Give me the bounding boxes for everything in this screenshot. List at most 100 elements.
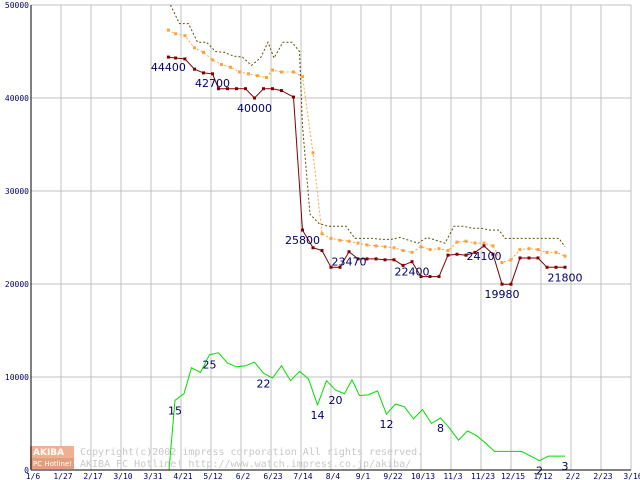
data-label: 23470 [332, 256, 367, 269]
copyright-text: Copyright(c)2002 impress corporation All… [80, 447, 423, 458]
data-point [265, 76, 268, 80]
data-point [292, 95, 295, 99]
data-point [464, 253, 468, 257]
data-point [183, 34, 187, 38]
data-point [455, 252, 459, 256]
x-tick-label: 9/22 [383, 472, 402, 480]
data-label: 22 [257, 377, 271, 390]
data-point [545, 250, 549, 254]
data-point [311, 151, 315, 155]
x-tick-label: 2/17 [83, 472, 102, 480]
url-text: AKIBA PC Hotline! http://www.watch.impre… [80, 459, 411, 470]
data-point [428, 275, 432, 279]
data-point [211, 58, 214, 62]
data-point [356, 257, 360, 261]
data-point [301, 228, 304, 232]
x-tick-label: 10/13 [411, 472, 435, 480]
series-line-1 [168, 29, 566, 264]
x-tick-label: 2/2 [566, 472, 581, 480]
data-point [410, 250, 414, 254]
data-point [482, 241, 486, 245]
data-point [383, 245, 387, 249]
data-point [211, 72, 214, 76]
data-point [374, 244, 378, 248]
data-point [271, 68, 274, 72]
chart-axes [30, 5, 631, 471]
series-layer [163, 4, 567, 471]
data-point [383, 258, 387, 262]
y-tick-label: 10000 [5, 373, 29, 382]
data-point [500, 261, 504, 265]
data-point [536, 248, 540, 252]
data-point [174, 32, 178, 36]
data-point [202, 50, 205, 54]
data-label: 21800 [548, 271, 583, 284]
data-point [536, 256, 540, 260]
data-label: 25 [203, 359, 217, 372]
data-point [329, 265, 333, 269]
data-point [320, 232, 324, 236]
x-tick-label: 12/15 [501, 472, 525, 480]
data-point [392, 258, 396, 262]
x-tick-label: 11/3 [443, 472, 462, 480]
x-tick-label: 3/31 [143, 472, 162, 480]
x-tick-label: 1/6 [26, 472, 41, 480]
x-tick-label: 5/12 [203, 472, 222, 480]
y-tick-label: 0 [24, 466, 29, 475]
data-point [280, 89, 283, 93]
data-point [527, 256, 531, 260]
data-point [455, 240, 459, 244]
data-point [563, 265, 567, 269]
x-tick-label: 6/2 [236, 472, 251, 480]
data-label: 2 [536, 465, 543, 478]
y-tick-label: 50000 [5, 1, 29, 10]
data-point [220, 63, 223, 67]
data-label: 12 [380, 418, 394, 431]
data-point [247, 72, 250, 76]
data-point [446, 253, 450, 257]
data-point [253, 96, 256, 100]
data-point [238, 70, 241, 74]
data-point [166, 55, 170, 59]
data-point [235, 87, 238, 91]
data-point [262, 87, 265, 91]
data-point [392, 246, 396, 250]
data-point [280, 70, 283, 74]
data-point [527, 247, 531, 251]
data-point [563, 254, 567, 258]
data-point [509, 282, 513, 286]
series-line-4 [163, 352, 565, 471]
series-line-2 [168, 56, 565, 285]
data-point [401, 263, 405, 267]
x-tick-label: 6/23 [263, 472, 282, 480]
x-tick-label: 7/14 [293, 472, 312, 480]
data-label: 40000 [237, 102, 272, 115]
data-point [202, 71, 205, 75]
data-point [292, 70, 295, 74]
x-tick-label: 2/23 [593, 472, 612, 480]
data-label: 3 [562, 460, 569, 473]
akiba-logo: AKIBA PC Hotline! [30, 446, 74, 469]
data-point [301, 75, 304, 79]
data-point [437, 275, 441, 279]
x-tick-label: 3/10 [113, 472, 132, 480]
x-tick-label: 8/4 [326, 472, 341, 480]
data-point [473, 241, 477, 245]
y-axis-ticks: 0 10000 20000 30000 40000 50000 [5, 1, 29, 475]
x-tick-label: 3/16 [623, 472, 640, 480]
data-point [174, 56, 178, 60]
data-point [491, 252, 495, 256]
data-point [183, 57, 187, 61]
data-point [437, 247, 441, 251]
data-point [193, 46, 196, 50]
data-label: 15 [168, 404, 182, 417]
data-point [365, 243, 369, 247]
data-label: 14 [311, 409, 325, 422]
data-point [347, 239, 351, 243]
data-point [401, 249, 405, 253]
series-line-3 [170, 4, 566, 248]
data-point [356, 241, 360, 245]
data-point [554, 250, 558, 254]
y-tick-label: 40000 [5, 94, 29, 103]
